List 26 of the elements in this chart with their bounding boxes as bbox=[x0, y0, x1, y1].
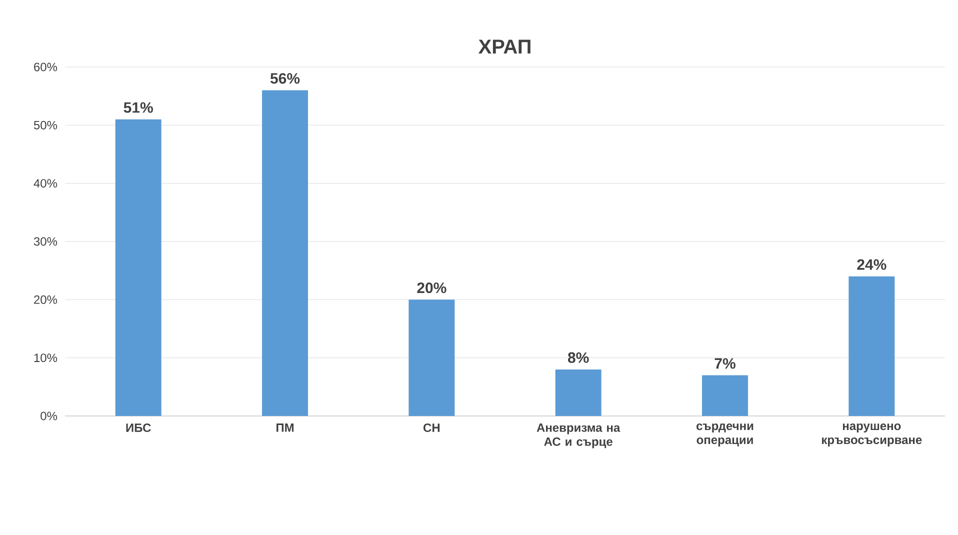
y-tick-label: 20% bbox=[34, 295, 58, 304]
x-tick-label: нарушено кръвосъсирване bbox=[822, 424, 922, 446]
data-label: 51% bbox=[124, 102, 153, 113]
bar bbox=[262, 90, 308, 416]
x-tick-label: СН bbox=[423, 424, 440, 432]
x-tick-label: ПМ bbox=[276, 424, 294, 432]
x-tick-label: Аневризма на АС и сърце bbox=[536, 424, 620, 448]
y-tick-label: 30% bbox=[34, 237, 58, 246]
y-tick-label: 40% bbox=[34, 179, 58, 188]
y-tick-label: 0% bbox=[40, 412, 58, 420]
data-label: 20% bbox=[417, 282, 446, 294]
x-tick-label: сърдечни операции bbox=[696, 424, 754, 446]
y-tick-label: 10% bbox=[34, 354, 58, 362]
y-tick-label: 60% bbox=[34, 62, 58, 72]
bar bbox=[702, 375, 748, 416]
x-tick-label: ИБС bbox=[126, 424, 151, 432]
data-label: 7% bbox=[714, 358, 736, 369]
bar bbox=[408, 300, 455, 416]
bar bbox=[555, 369, 602, 416]
chart-title: ХРАП bbox=[478, 40, 530, 54]
data-label: 24% bbox=[857, 259, 886, 270]
bar bbox=[848, 276, 895, 416]
bar bbox=[115, 119, 162, 416]
data-label: 8% bbox=[568, 352, 589, 363]
y-tick-label: 50% bbox=[34, 120, 58, 130]
data-label: 56% bbox=[270, 73, 300, 84]
